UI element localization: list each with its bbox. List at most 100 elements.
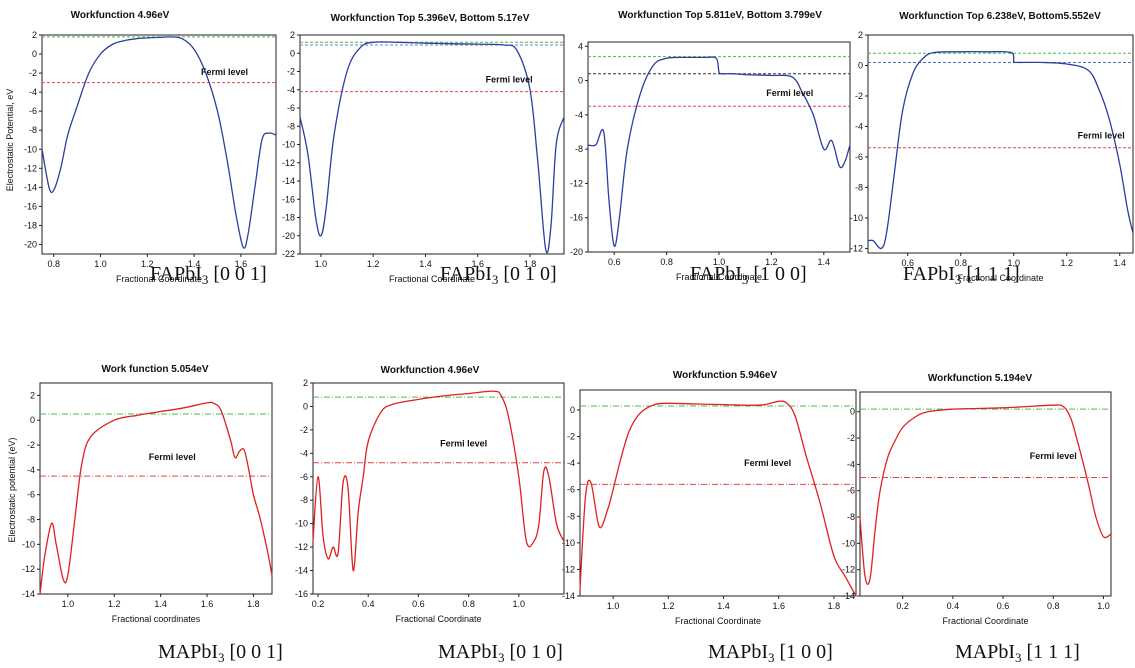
y-tick-label: -6: [29, 106, 37, 116]
caption-orientation: [0 0 1]: [208, 263, 266, 285]
y-tick-label: -12: [850, 243, 863, 253]
y-tick-label: -6: [287, 103, 295, 113]
y-tick-label: -12: [562, 564, 575, 574]
y-tick-label: -18: [282, 213, 295, 223]
y-tick-label: -16: [295, 589, 308, 599]
panel-4: Workfunction Top 6.238eV, Bottom5.552eV 0…: [850, 11, 1134, 283]
panel-title: Workfunction Top 5.396eV, Bottom 5.17eV: [331, 13, 530, 24]
y-tick-label: -8: [29, 125, 37, 135]
y-tick-label: -20: [282, 231, 295, 241]
panel-caption: FAPbI3 [0 0 1]: [150, 263, 267, 287]
y-tick-label: -4: [575, 110, 583, 120]
x-tick-label: 0.2: [312, 599, 325, 609]
y-tick-label: -2: [847, 433, 855, 443]
plot-frame: [39, 382, 273, 595]
y-tick-label: -16: [570, 213, 583, 223]
x-tick-label: 1.4: [419, 259, 432, 269]
x-tick-label: 1.6: [772, 601, 785, 611]
panel-caption: FAPbI3 [1 0 0]: [690, 263, 807, 287]
y-tick-label: 0: [303, 401, 308, 411]
y-tick-label: -18: [24, 220, 37, 230]
x-tick-label: 0.2: [896, 601, 909, 611]
y-tick-label: -2: [855, 91, 863, 101]
fermi-level-label: Fermi level: [766, 88, 813, 98]
y-tick-label: -10: [22, 539, 35, 549]
y-tick-label: -8: [855, 182, 863, 192]
y-tick-label: -10: [295, 519, 308, 529]
caption-subscript: 3: [498, 650, 505, 665]
y-tick-label: -14: [22, 589, 35, 599]
potential-curve: [859, 404, 1112, 585]
y-tick-label: -4: [847, 459, 855, 469]
panel-title: Workfunction Top 5.811eV, Bottom 3.799eV: [618, 10, 822, 21]
panel-title: Workfunction 4.96eV: [381, 365, 480, 376]
plot-frame: [579, 389, 857, 597]
fermi-level-label: Fermi level: [486, 74, 533, 84]
x-tick-label: 1.0: [1097, 601, 1110, 611]
y-tick-label: 2: [303, 378, 308, 388]
x-tick-label: 0.6: [901, 258, 914, 268]
caption-orientation: [1 0 0]: [748, 263, 806, 285]
panel-1: Workfunction 4.96eV 0.8 1.0 1.2 1.4 1.6 2 0 -2 -4…: [24, 10, 277, 284]
y-tick-label: 0: [32, 49, 37, 59]
y-tick-label: 0: [578, 76, 583, 86]
x-tick-label: 1.6: [235, 259, 248, 269]
y-tick-label: -2: [567, 432, 575, 442]
x-tick-label: 1.4: [154, 599, 167, 609]
x-axis-label: Fractional Coordinate: [389, 274, 475, 284]
y-tick-label: 0: [290, 48, 295, 58]
x-tick-label: 1.8: [828, 601, 841, 611]
caption-orientation: [1 1 1]: [961, 263, 1019, 285]
plot-frame: [41, 34, 277, 255]
x-tick-label: 1.6: [471, 259, 484, 269]
y-tick-label: -2: [300, 425, 308, 435]
x-tick-label: 0.4: [362, 599, 375, 609]
y-tick-label: -12: [22, 564, 35, 574]
x-tick-label: 1.4: [188, 259, 201, 269]
y-tick-label: -4: [567, 458, 575, 468]
caption-subscript: 3: [955, 272, 962, 287]
y-tick-label: 4: [578, 41, 583, 51]
plot-frame: [867, 34, 1134, 254]
fermi-level-label: Fermi level: [1078, 131, 1125, 141]
bottom-row-ylabel: Electrostatic potential (eV): [7, 437, 17, 542]
y-tick-label: -6: [27, 490, 35, 500]
y-tick-label: -6: [300, 472, 308, 482]
panel-3: Workfunction Top 5.811eV, Bottom 3.799eV…: [570, 10, 851, 282]
y-tick-label: -8: [27, 515, 35, 525]
y-tick-label: 2: [30, 390, 35, 400]
x-tick-label: 1.0: [513, 599, 526, 609]
fermi-level-label: Fermi level: [1030, 451, 1077, 461]
potential-curve: [867, 50, 1134, 250]
y-tick-label: -10: [842, 538, 855, 548]
x-axis-label: Fractional Coordinate: [942, 616, 1028, 626]
caption-orientation: [1 1 1]: [1022, 641, 1080, 663]
y-tick-label: -14: [842, 591, 855, 601]
caption-subscript: 3: [1015, 650, 1022, 665]
caption-subscript: 3: [768, 650, 775, 665]
y-tick-label: -14: [282, 176, 295, 186]
y-tick-label: -2: [27, 440, 35, 450]
top-row-ylabel: Electrostatic Potential, eV: [5, 89, 15, 192]
x-tick-label: 1.8: [524, 259, 537, 269]
y-tick-label: -14: [24, 182, 37, 192]
y-tick-label: -4: [855, 121, 863, 131]
x-axis-label: Fractional Coordinate: [116, 274, 202, 284]
caption-compound: FAPbI: [440, 263, 492, 285]
y-tick-label: -10: [850, 213, 863, 223]
x-axis-label: Fractional Coordinate: [675, 616, 761, 626]
y-tick-label: -6: [855, 152, 863, 162]
y-tick-label: 0: [30, 415, 35, 425]
panel-caption: MAPbI3 [1 1 1]: [955, 641, 1080, 665]
y-tick-label: -12: [282, 158, 295, 168]
panel-title: Workfunction 4.96eV: [71, 10, 170, 21]
y-tick-label: -14: [562, 591, 575, 601]
x-tick-label: 1.8: [247, 599, 260, 609]
x-axis-label: Fractional coordinates: [112, 614, 201, 624]
panel-2: Workfunction Top 5.396eV, Bottom 5.17eV 1…: [282, 13, 565, 284]
caption-compound: FAPbI: [150, 263, 202, 285]
y-tick-label: -8: [287, 121, 295, 131]
panel-5: Work function 5.054eV 1.0 1.2 1.4 1.6 1.8 2 0 -2…: [22, 364, 273, 624]
potential-curve: [579, 400, 857, 597]
y-tick-label: 2: [32, 30, 37, 40]
